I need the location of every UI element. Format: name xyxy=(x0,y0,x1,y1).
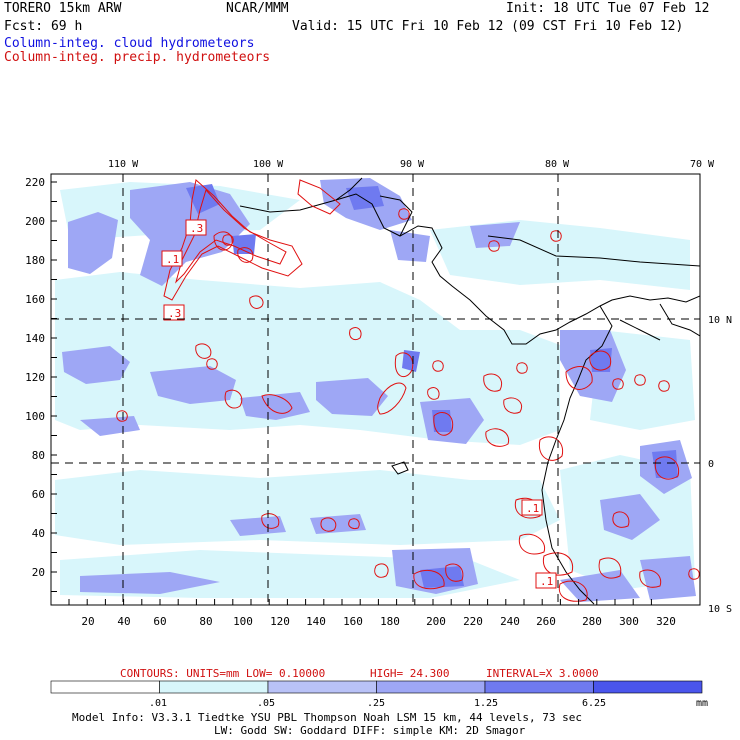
colorbar-segment xyxy=(159,680,269,694)
init-time: Init: 18 UTC Tue 07 Feb 12 xyxy=(506,1,710,16)
y-tick-label: 80 xyxy=(32,449,45,462)
axis-ticks xyxy=(51,174,701,605)
forecast-hour: Fcst: 69 h xyxy=(4,19,83,34)
colorbar-segment xyxy=(267,680,377,694)
colorbar-label: 6.25 xyxy=(582,698,606,709)
colorbar-segment xyxy=(593,680,703,694)
lon-label: 80 W xyxy=(545,159,570,170)
lat-label: 10 N xyxy=(708,315,732,326)
y-tick-label: 140 xyxy=(25,332,45,345)
lat-labels: 10 N 0 10 S xyxy=(708,315,732,615)
lon-label: 110 W xyxy=(108,159,139,170)
lon-label: 100 W xyxy=(253,159,284,170)
colorbar xyxy=(50,680,703,694)
lat-label: 0 xyxy=(708,459,714,470)
contour-label: .3 xyxy=(190,222,203,235)
x-tick-label: 100 xyxy=(233,615,253,628)
y-tick-label: 160 xyxy=(25,293,45,306)
x-tick-label: 220 xyxy=(463,615,483,628)
cloud-field xyxy=(55,178,696,602)
contour-high: HIGH= 24.300 xyxy=(370,667,450,680)
model-physics: LW: Godd SW: Goddard DIFF: simple KM: 2D… xyxy=(214,724,526,737)
x-tick-label: 40 xyxy=(117,615,130,628)
x-tick-label: 180 xyxy=(380,615,400,628)
x-tick-label: 140 xyxy=(306,615,326,628)
contour-labels: .3 .1 .3 .1 .1 xyxy=(161,219,557,589)
x-tick-label: 80 xyxy=(199,615,212,628)
lon-label: 90 W xyxy=(400,159,425,170)
contour-units: CONTOURS: UNITS=mm LOW= 0.10000 xyxy=(120,667,326,680)
contour-label: .1 xyxy=(166,253,179,266)
colorbar-label: .05 xyxy=(257,698,275,709)
y-tick-label: 220 xyxy=(25,176,45,189)
legend-cloud: Column-integ. cloud hydrometeors xyxy=(4,36,255,51)
x-tick-label: 320 xyxy=(656,615,676,628)
x-tick-labels: 20 40 60 80 100 120 140 160 180 200 220 … xyxy=(81,615,676,628)
lon-label: 70 W xyxy=(690,159,715,170)
organization: NCAR/MMM xyxy=(226,1,289,16)
model-info: Model Info: V3.3.1 Tiedtke YSU PBL Thomp… xyxy=(72,711,582,724)
colorbar-labels: .01 .05 .25 1.25 6.25 mm xyxy=(149,698,708,709)
lat-label: 10 S xyxy=(708,604,732,615)
x-tick-label: 260 xyxy=(536,615,556,628)
y-tick-label: 180 xyxy=(25,254,45,267)
latlon-grid xyxy=(51,174,700,605)
x-tick-label: 60 xyxy=(153,615,166,628)
colorbar-label: 1.25 xyxy=(474,698,498,709)
colorbar-segment xyxy=(484,680,594,694)
colorbar-label: mm xyxy=(696,698,708,709)
colorbar-segment xyxy=(50,680,160,694)
x-tick-label: 280 xyxy=(582,615,602,628)
contour-label: .1 xyxy=(540,575,553,588)
lon-labels: 110 W 100 W 90 W 80 W 70 W xyxy=(108,159,715,170)
contour-interval: INTERVAL=X 3.0000 xyxy=(486,667,599,680)
x-tick-label: 200 xyxy=(426,615,446,628)
model-name: TORERO 15km ARW xyxy=(4,1,122,16)
x-tick-label: 300 xyxy=(619,615,639,628)
colorbar-label: .01 xyxy=(149,698,167,709)
y-tick-label: 120 xyxy=(25,371,45,384)
contour-label: .1 xyxy=(526,502,539,515)
x-tick-label: 20 xyxy=(81,615,94,628)
colorbar-segment xyxy=(376,680,486,694)
y-tick-label: 20 xyxy=(32,566,45,579)
legend-precip: Column-integ. precip. hydrometeors xyxy=(4,50,271,65)
plot-frame xyxy=(50,173,701,606)
x-tick-label: 160 xyxy=(343,615,363,628)
colorbar-label: .25 xyxy=(367,698,385,709)
valid-time: Valid: 15 UTC Fri 10 Feb 12 (09 CST Fri … xyxy=(292,19,684,34)
coastline xyxy=(239,177,700,605)
y-tick-label: 100 xyxy=(25,410,45,423)
x-tick-label: 120 xyxy=(270,615,290,628)
y-tick-label: 60 xyxy=(32,488,45,501)
contour-label: .3 xyxy=(168,307,181,320)
y-tick-label: 200 xyxy=(25,215,45,228)
y-tick-labels: 220 200 180 160 140 120 100 80 60 40 20 xyxy=(25,176,45,579)
x-tick-label: 240 xyxy=(500,615,520,628)
y-tick-label: 40 xyxy=(32,527,45,540)
